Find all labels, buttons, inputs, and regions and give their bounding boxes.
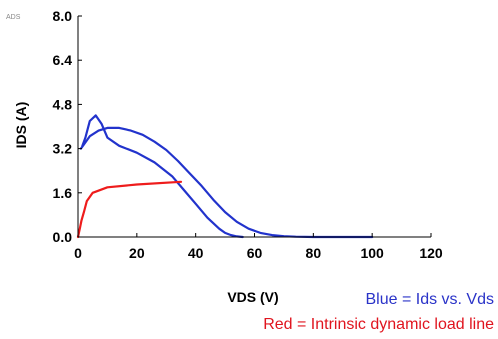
series-line [79,126,374,239]
x-axis-label: VDS (V) [227,289,278,305]
y-tick-label: 3.2 [53,141,73,157]
y-tick-label: 4.8 [53,96,73,112]
caption-red: Red = Intrinsic dynamic load line [263,316,494,333]
x-tick-label: 60 [247,245,263,261]
x-tick-label: 120 [419,245,443,261]
caption-blue: Blue = Ids vs. Vds [365,291,494,308]
y-axis-label: IDS (A) [13,102,29,149]
x-tick-label: 80 [306,245,322,261]
series-line [81,114,244,239]
axes-layer: 0 20 40 60 80 100 120 0.0 1.6 3.2 4.8 6.4 8.0 [53,8,443,261]
y-tick-label: 1.6 [53,185,73,201]
x-tick-label: 20 [129,245,145,261]
y-tick-label: 8.0 [53,8,73,24]
series-layer [76,114,374,239]
y-tick-label: 6.4 [53,52,73,68]
x-tick-label: 0 [74,245,82,261]
y-tick-label: 0.0 [53,229,73,245]
series-line [76,180,183,239]
x-tick-label: 40 [188,245,204,261]
x-tick-label: 100 [360,245,384,261]
corner-label: ADS [6,14,21,21]
